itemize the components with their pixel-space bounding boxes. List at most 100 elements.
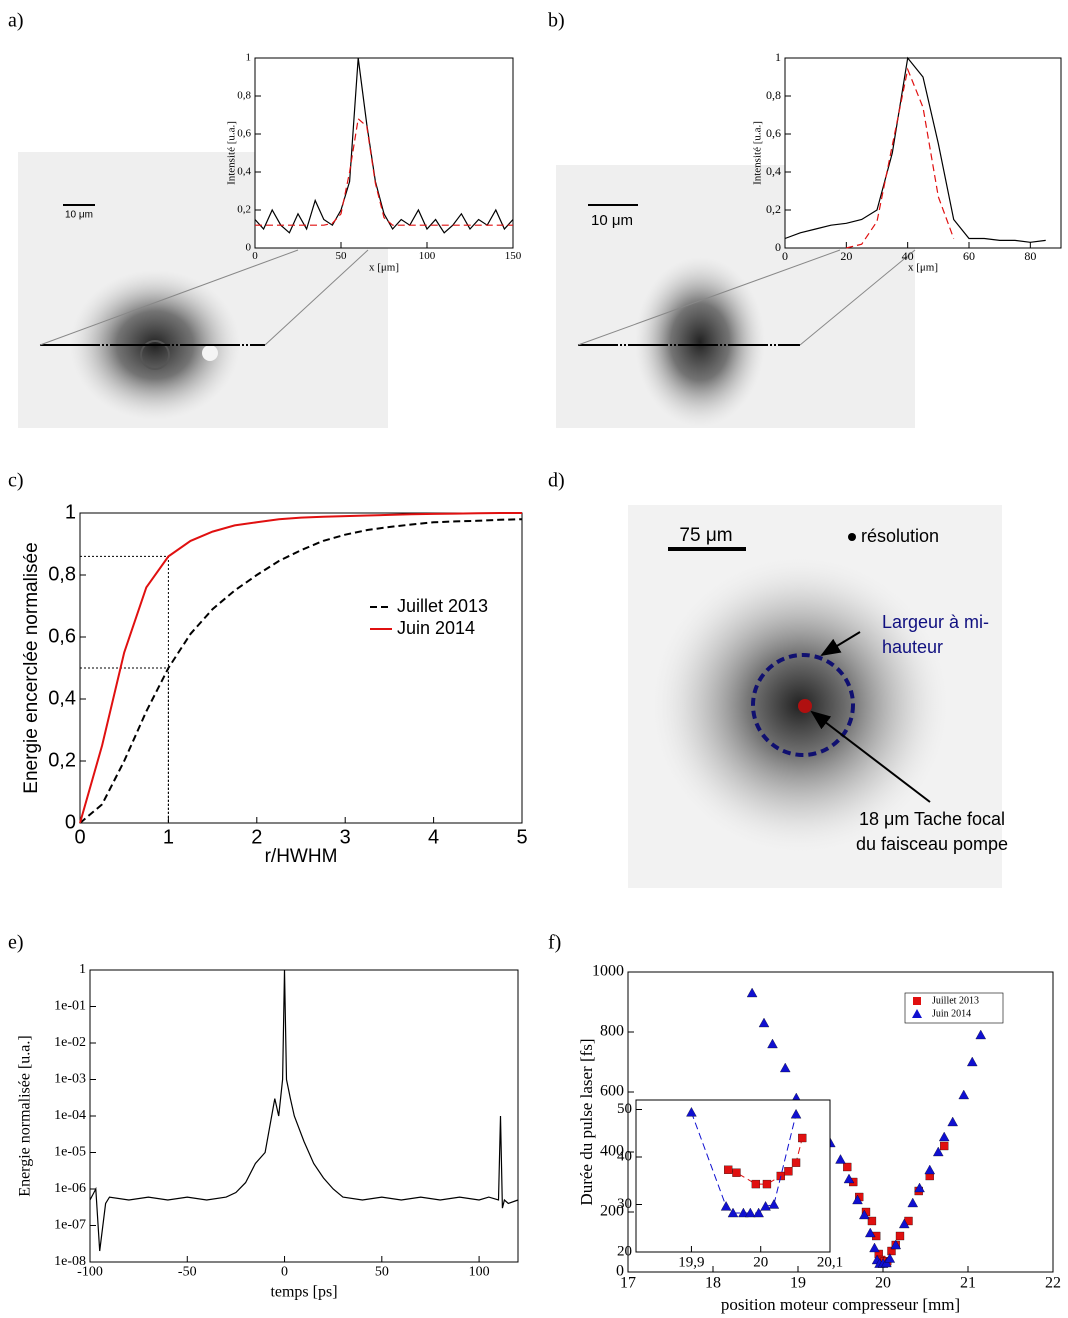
marker	[852, 1194, 863, 1205]
legend-swatch	[912, 1009, 922, 1018]
x-tick-label: 0	[782, 249, 788, 263]
y-tick-label: 200	[600, 1203, 624, 1220]
x-tick-label: 100	[469, 1265, 490, 1280]
series-line	[784, 56, 1046, 243]
y-tick-label: 600	[600, 1083, 624, 1100]
marker	[727, 1207, 739, 1218]
connector	[39, 249, 299, 346]
marker	[843, 1173, 855, 1184]
annotation: hauteur	[882, 637, 943, 657]
y-axis-label: Energie normalisée [u.a.]	[17, 1035, 34, 1196]
marker	[779, 1062, 791, 1073]
resolution-dot	[848, 533, 856, 541]
plot-frame	[784, 57, 1062, 249]
y-axis-label: Energie encerclée normalisée	[21, 542, 42, 793]
y-tick-label: 0,2	[766, 202, 781, 216]
y-tick-label: 1	[79, 962, 86, 977]
series-line	[846, 67, 955, 249]
x-tick-label: 40	[902, 249, 914, 263]
x-tick-label: 60	[963, 249, 975, 263]
series-line	[254, 57, 514, 234]
y-tick-label: 20	[617, 1243, 632, 1259]
y-tick-label: 0	[616, 1263, 624, 1280]
marker	[798, 1133, 807, 1143]
x-tick-label: 17	[620, 1275, 636, 1292]
marker	[938, 1131, 950, 1142]
x-axis-label: r/HWHM	[265, 846, 338, 867]
arrow	[820, 631, 861, 657]
annotation: du faisceau pompe	[856, 834, 1008, 854]
panel-label: e)	[8, 932, 24, 954]
y-tick-label: 0,2	[48, 749, 76, 771]
x-axis-label: x [μm]	[908, 262, 938, 274]
x-axis-label: position moteur compresseur [mm]	[721, 1295, 960, 1314]
y-tick-label: 1e-03	[54, 1072, 86, 1087]
x-tick-label: 1	[163, 826, 174, 848]
y-axis-label: Durée du pulse laser [fs]	[577, 1038, 596, 1205]
y-tick-label: 1e-05	[54, 1145, 86, 1160]
x-tick-label: 4	[428, 826, 439, 848]
marker	[835, 1154, 846, 1164]
y-tick-label: 40	[617, 1148, 632, 1164]
x-axis-label: temps [ps]	[270, 1284, 337, 1301]
x-tick-label: 0	[281, 1265, 288, 1280]
marker	[864, 1227, 876, 1238]
y-axis-label: Intensité [u.a.]	[226, 121, 238, 185]
marker	[932, 1146, 944, 1157]
marker	[720, 1201, 732, 1211]
y-tick-label: 0,8	[48, 563, 76, 585]
marker	[751, 1179, 761, 1189]
marker	[895, 1231, 905, 1241]
marker	[724, 1165, 733, 1174]
scale-label: 10 μm	[591, 212, 633, 229]
marker	[790, 1108, 802, 1119]
marker	[914, 1182, 925, 1193]
x-tick-label: 20	[875, 1275, 891, 1292]
y-tick-label: 0,4	[237, 166, 251, 178]
focal-spot	[798, 699, 812, 713]
x-tick-label: 3	[340, 826, 351, 848]
y-tick-label: 0,6	[237, 128, 251, 140]
x-tick-label: 19,9	[678, 1255, 704, 1271]
marker	[859, 1209, 870, 1220]
scale-label: 75 μm	[679, 525, 732, 546]
y-tick-label: 50	[617, 1101, 632, 1117]
marker	[762, 1179, 772, 1189]
x-tick-label: 20,1	[817, 1255, 843, 1271]
panel-label: a)	[8, 10, 24, 32]
x-tick-label: 80	[1024, 249, 1036, 263]
x-tick-label: 21	[960, 1275, 976, 1292]
arrow	[810, 710, 931, 803]
marker	[784, 1167, 793, 1176]
y-tick-label: 1e-04	[54, 1108, 86, 1123]
marker	[758, 1017, 770, 1028]
spot	[202, 345, 218, 361]
marker	[843, 1162, 852, 1172]
y-tick-label: 1e-01	[54, 999, 86, 1014]
legend-label: Juillet 2013	[932, 995, 979, 1006]
resolution-label: résolution	[861, 526, 939, 546]
y-tick-label: 1	[246, 52, 252, 64]
x-tick-label: 50	[336, 250, 348, 262]
legend-label: Juin 2014	[932, 1008, 971, 1019]
scale-label: 10 μm	[65, 210, 93, 221]
legend-label: Juillet 2013	[397, 596, 488, 616]
plot-frame	[79, 512, 523, 824]
marker	[869, 1242, 880, 1253]
marker	[686, 1107, 697, 1117]
panel-label: b)	[548, 10, 565, 32]
x-tick-label: -50	[178, 1265, 197, 1280]
series-line	[89, 969, 519, 1252]
x-tick-label: 0	[252, 250, 258, 262]
marker	[975, 1029, 987, 1040]
x-tick-label: 50	[375, 1265, 389, 1280]
plot-frame	[254, 57, 514, 249]
y-tick-label: 1e-08	[54, 1254, 86, 1269]
marker	[907, 1197, 919, 1208]
x-axis-label: x [μm]	[369, 262, 399, 274]
marker	[791, 1158, 801, 1167]
marker	[887, 1246, 896, 1256]
x-tick-label: 0	[74, 826, 85, 848]
marker	[746, 987, 758, 998]
